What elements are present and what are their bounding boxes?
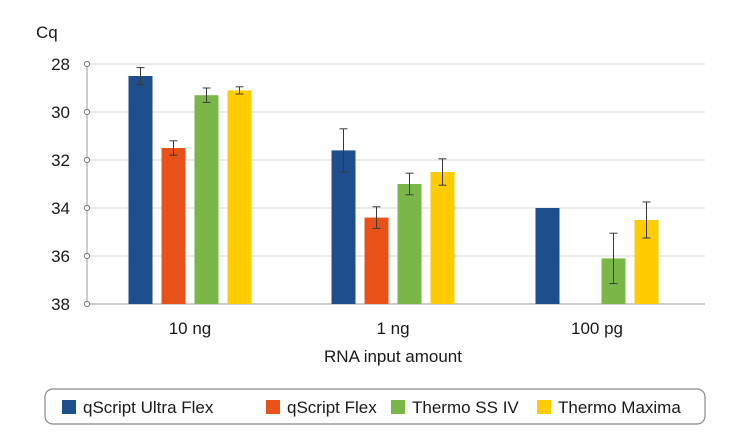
gridlines [87,63,705,305]
y-tick-mark [83,156,91,164]
bar [194,95,219,304]
y-tick-mark [83,204,91,212]
legend: qScript Ultra Flex qScript Flex Thermo SS … [44,388,706,425]
x-axis-title: RNA input amount [324,347,462,366]
legend-swatch [391,400,405,414]
bar [227,90,252,305]
x-tick-label: 100 pg [571,319,623,338]
y-axis-title: Cq [36,23,58,42]
y-tick-label: 28 [51,55,70,74]
legend-label: qScript Flex [287,398,377,417]
y-tick-mark [83,108,91,116]
bar [430,172,455,304]
bars [128,76,659,305]
y-tick-mark [83,252,91,260]
legend-swatch [62,400,76,414]
bar [364,217,389,304]
axis-labels: Cq RNA input amount 10 ng 1 ng 100 pg [36,23,623,366]
bar [161,148,186,304]
bar [331,150,356,304]
bar [128,76,153,304]
y-tick-label: 38 [51,295,70,314]
y-axis: 28 30 32 34 36 38 [51,55,91,314]
legend-swatch [537,400,551,414]
legend-swatch [266,400,280,414]
legend-label: qScript Ultra Flex [83,398,214,417]
bar [535,208,560,304]
legend-frame [44,388,706,425]
y-tick-mark [83,300,91,308]
error-bars [136,67,651,285]
y-tick-label: 34 [51,199,70,218]
legend-label: Thermo SS IV [412,398,519,417]
legend-label: Thermo Maxima [558,398,681,417]
y-tick-label: 30 [51,103,70,122]
y-tick-label: 32 [51,151,70,170]
x-tick-label: 10 ng [169,319,212,338]
y-tick-mark [83,60,91,68]
x-tick-label: 1 ng [376,319,409,338]
bar [397,184,422,304]
y-tick-label: 36 [51,247,70,266]
